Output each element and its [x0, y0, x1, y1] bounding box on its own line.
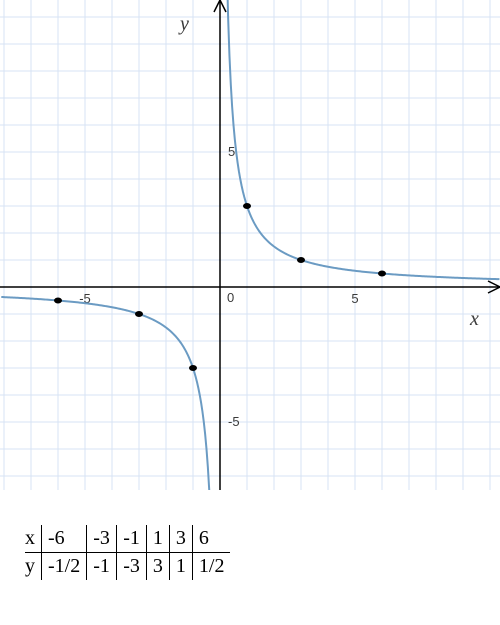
y-cell: -3: [117, 553, 147, 581]
table-row: y -1/2 -1 -3 3 1 1/2: [25, 553, 230, 581]
hyperbola-chart: -55-550xy: [0, 0, 500, 490]
x-cell: 6: [192, 525, 230, 553]
svg-text:5: 5: [228, 144, 235, 159]
row-label-y: y: [25, 553, 42, 581]
svg-text:x: x: [469, 308, 479, 330]
value-table: x -6 -3 -1 1 3 6 y -1/2 -1 -3 3 1 1/2: [25, 525, 230, 580]
svg-text:0: 0: [227, 290, 234, 305]
y-cell: 1/2: [192, 553, 230, 581]
svg-text:5: 5: [351, 291, 358, 306]
x-cell: 1: [146, 525, 169, 553]
svg-text:y: y: [178, 13, 189, 35]
x-cell: 3: [169, 525, 192, 553]
svg-text:-5: -5: [228, 414, 240, 429]
x-cell: -6: [42, 525, 87, 553]
y-cell: 1: [169, 553, 192, 581]
y-cell: 3: [146, 553, 169, 581]
table-row: x -6 -3 -1 1 3 6: [25, 525, 230, 553]
y-cell: -1/2: [42, 553, 87, 581]
row-label-x: x: [25, 525, 42, 553]
y-cell: -1: [87, 553, 117, 581]
x-cell: -1: [117, 525, 147, 553]
x-cell: -3: [87, 525, 117, 553]
